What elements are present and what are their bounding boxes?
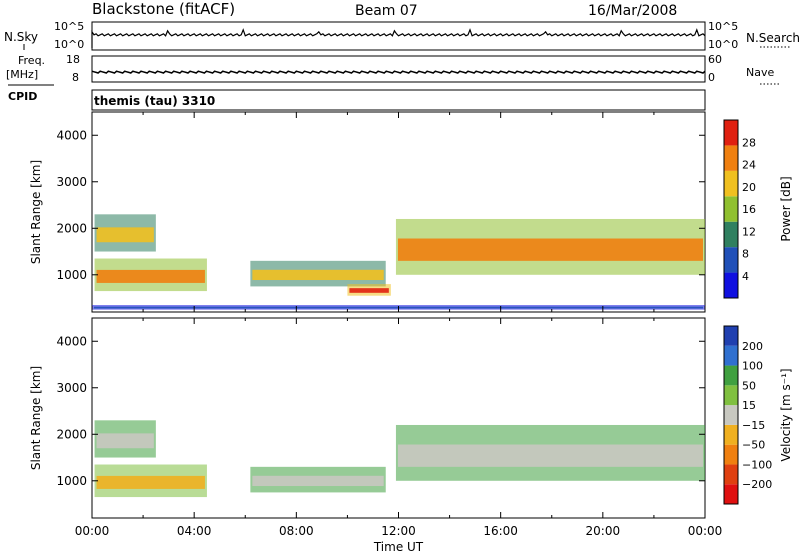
colorbars: 4 8 12 16 20 24 28 Power [dB] 200 100 50 15 −15 −50 −1… — [723, 119, 793, 505]
nsearch-label: N.Search — [746, 31, 800, 45]
velocity-region-0-core — [96, 433, 154, 449]
velocity-cbar-label-6: −100 — [742, 458, 772, 471]
velocity-cbar-seg-0 — [724, 484, 738, 504]
power-cbar-label-1: 8 — [742, 248, 749, 261]
freq-trace — [91, 70, 706, 74]
freq-tick-left-top: 18 — [66, 53, 80, 66]
noise-tick-right-bottom: 10^0 — [708, 38, 739, 51]
velocity-cbar-seg-3 — [724, 424, 738, 445]
power-region-4-core — [397, 238, 703, 261]
power-ytick-label-3: 4000 — [56, 128, 87, 142]
freq-panel-frame — [91, 55, 706, 83]
xtick-label-5: 20:00 — [586, 524, 621, 538]
velocity-ytick-label-0: 1000 — [56, 474, 87, 488]
power-cbar-label-4: 20 — [742, 181, 756, 194]
velocity-region-2-core — [252, 475, 384, 487]
xtick-label-1: 04:00 — [177, 524, 212, 538]
velocity-ylabel: Slant Range [km] — [29, 366, 43, 470]
nsky-label: N.Sky — [4, 30, 39, 44]
freq-unit-label: [MHz] — [6, 68, 39, 81]
freq-tick-left-bottom: 8 — [72, 71, 79, 84]
xtick-label-0: 00:00 — [75, 524, 110, 538]
freq-label: Freq. — [18, 54, 46, 67]
velocity-cbar-seg-1 — [724, 464, 738, 485]
power-region-1-core — [96, 269, 205, 283]
velocity-ytick-label-3: 4000 — [56, 334, 87, 348]
velocity-cbar-seg-4 — [724, 405, 738, 425]
velocity-ytick-label-1: 2000 — [56, 427, 87, 441]
velocity-cbar-label-0: 200 — [742, 340, 763, 353]
power-cbar-label-3: 16 — [742, 203, 756, 216]
beam-title: Beam 07 — [355, 3, 418, 19]
velocity-ytick-label-2: 3000 — [56, 381, 87, 395]
velocity-cbar-seg-6 — [724, 365, 738, 386]
velocity-cbar-label-5: −50 — [742, 439, 765, 452]
xtick-label-6: 00:00 — [688, 524, 723, 538]
power-cbar-label-5: 24 — [742, 159, 756, 172]
power-region-3-core — [349, 288, 389, 293]
velocity-region-1-core — [96, 475, 205, 489]
power-cbar-title: Power [dB] — [779, 176, 793, 241]
power-ytick-label-0: 1000 — [56, 268, 87, 282]
cpid-panel-frame — [91, 89, 706, 111]
xtick-label-4: 16:00 — [483, 524, 518, 538]
velocity-cbar-seg-2 — [724, 444, 738, 465]
velocity-cbar-label-1: 100 — [742, 360, 763, 373]
noise-tick-left-bottom: 10^0 — [54, 38, 85, 51]
power-cbar-seg-6 — [724, 120, 738, 146]
power-cbar-seg-0 — [724, 272, 738, 298]
date-title: 16/Mar/2008 — [588, 3, 678, 19]
noise-tick-right-top: 10^5 — [708, 20, 739, 33]
freq-tick-right-bottom: 0 — [708, 71, 715, 84]
power-cbar-seg-1 — [724, 247, 738, 273]
power-cbar-seg-5 — [724, 145, 738, 171]
power-ylabel: Slant Range [km] — [29, 160, 43, 264]
power-cbar-seg-4 — [724, 170, 738, 197]
velocity-cbar-label-4: −15 — [742, 419, 765, 432]
cpid-label: CPID — [8, 90, 38, 103]
cpid-text: themis (tau) 3310 — [94, 94, 216, 108]
noise-trace — [91, 28, 706, 48]
data-layer — [8, 28, 790, 498]
velocity-cbar-label-7: −200 — [742, 478, 772, 491]
velocity-cbar-label-2: 50 — [742, 379, 756, 392]
xlabel: Time UT — [373, 540, 424, 554]
power-cbar-label-0: 4 — [742, 270, 749, 283]
xtick-label-3: 12:00 — [381, 524, 416, 538]
station-title: Blackstone (fitACF) — [92, 0, 236, 18]
velocity-cbar-seg-8 — [724, 326, 738, 346]
power-ytick-label-1: 2000 — [56, 221, 87, 235]
power-cbar-frame — [723, 119, 739, 299]
power-cbar-label-2: 12 — [742, 225, 756, 238]
power-region-2-core — [252, 269, 384, 281]
noise-tick-left-top: 10^5 — [54, 20, 85, 33]
xtick-label-2: 08:00 — [279, 524, 314, 538]
power-region-0-core — [96, 227, 154, 243]
velocity-cbar-seg-7 — [724, 345, 738, 366]
power-cbar-label-6: 28 — [742, 136, 756, 149]
power-ytick-label-2: 3000 — [56, 175, 87, 189]
power-cbar-seg-2 — [724, 221, 738, 248]
velocity-cbar-frame — [723, 325, 739, 505]
velocity-cbar-label-3: 15 — [742, 399, 756, 412]
velocity-region-3-core — [397, 444, 703, 467]
axes-layer: 1000 2000 3000 4000 Slant Range [km] 1000 2000… — [29, 112, 722, 554]
velocity-cbar-seg-5 — [724, 385, 738, 406]
nave-label: Nave — [746, 66, 775, 79]
velocity-cbar-title: Velocity [m s⁻¹] — [779, 368, 793, 461]
freq-tick-right-top: 60 — [708, 53, 722, 66]
power-cbar-seg-3 — [724, 196, 738, 222]
